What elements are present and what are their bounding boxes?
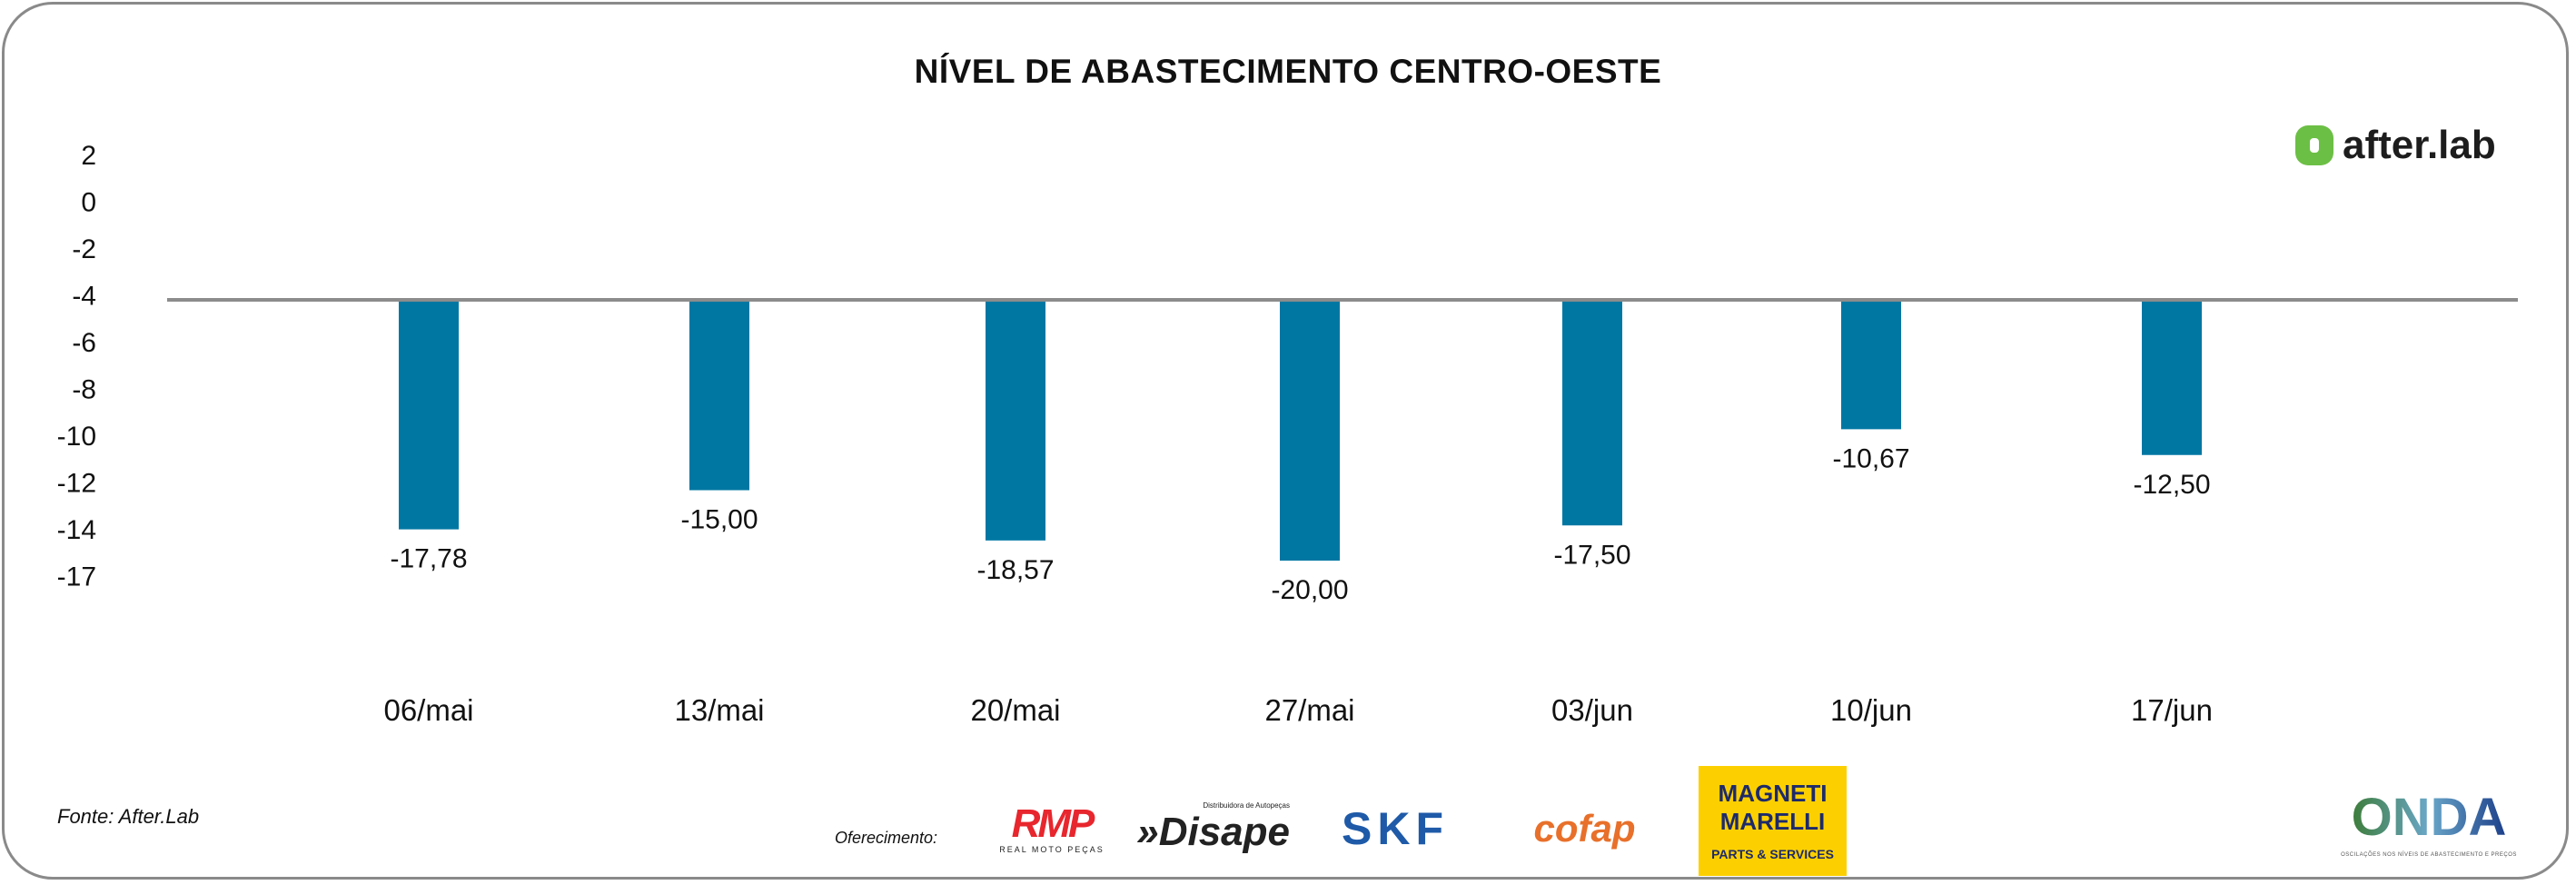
bar (399, 302, 459, 530)
chart-title: NÍVEL DE ABASTECIMENTO CENTRO-OESTE (914, 53, 1662, 90)
x-category-label: 17/jun (2131, 693, 2213, 727)
onda-wordmark: ONDA (2351, 788, 2507, 847)
data-label: -20,00 (1271, 575, 1348, 605)
y-tick-label: -8 (72, 375, 96, 405)
bar (1562, 302, 1622, 526)
disape-wordmark: »Disape (1136, 810, 1290, 854)
afterlab-logo: after.lab (2295, 120, 2496, 171)
y-tick-label: 2 (81, 141, 96, 171)
cofap-logo: cofap (1533, 807, 1636, 850)
x-category-label: 27/mai (1264, 693, 1354, 727)
onda-logo: ONDA OSCILAÇÕES NOS NÍVEIS DE ABASTECIMEN… (2315, 785, 2542, 863)
disape-subtitle: Distribuidora de Autopeças (1203, 801, 1290, 810)
y-tick-label: -12 (57, 469, 96, 499)
magneti-marelli-logo: MAGNETI MARELLI PARTS & SERVICES (1699, 766, 1847, 876)
x-category-label: 13/mai (674, 693, 764, 727)
source-note: Fonte: After.Lab (57, 805, 200, 828)
magneti-wordmark: MAGNETI MARELLI (1718, 780, 1828, 835)
data-label: -10,67 (1832, 443, 1909, 473)
afterlab-wordmark: after.lab (2343, 123, 2496, 167)
y-tick-label: -10 (57, 422, 96, 452)
y-tick-label: 0 (81, 188, 96, 218)
y-tick-label: -17 (57, 562, 96, 592)
bar (1280, 302, 1340, 561)
y-tick-label: -6 (72, 328, 96, 358)
data-label: -15,00 (680, 505, 758, 535)
data-label: -17,78 (390, 544, 467, 574)
data-label: -12,50 (2133, 470, 2210, 500)
y-tick-label: -4 (72, 282, 96, 312)
disape-logo: Distribuidora de Autopeças »Disape (1134, 800, 1290, 856)
bar (1841, 302, 1901, 430)
skf-logo: SKF (1342, 803, 1449, 854)
data-label: -18,57 (976, 555, 1054, 585)
bar (986, 302, 1045, 541)
y-tick-label: -14 (57, 515, 96, 545)
bar (689, 302, 749, 491)
afterlab-leaf-icon (2295, 125, 2333, 165)
rmp-wordmark: RMP (1011, 800, 1095, 846)
data-label: -17,50 (1553, 540, 1630, 570)
onda-subtitle: OSCILAÇÕES NOS NÍVEIS DE ABASTECIMENTO E… (2341, 852, 2517, 858)
x-category-label: 03/jun (1551, 693, 1633, 727)
y-tick-label: -2 (72, 234, 96, 264)
sponsor-label: Oferecimento: (835, 829, 938, 847)
x-category-label: 06/mai (383, 693, 473, 727)
magneti-subtitle: PARTS & SERVICES (1711, 847, 1834, 861)
rmp-subtitle: REAL MOTO PEÇAS (999, 844, 1105, 854)
x-category-label: 20/mai (970, 693, 1060, 727)
rmp-logo: RMP REAL MOTO PEÇAS (993, 802, 1111, 855)
x-category-label: 10/jun (1830, 693, 1912, 727)
bar (2142, 302, 2202, 455)
